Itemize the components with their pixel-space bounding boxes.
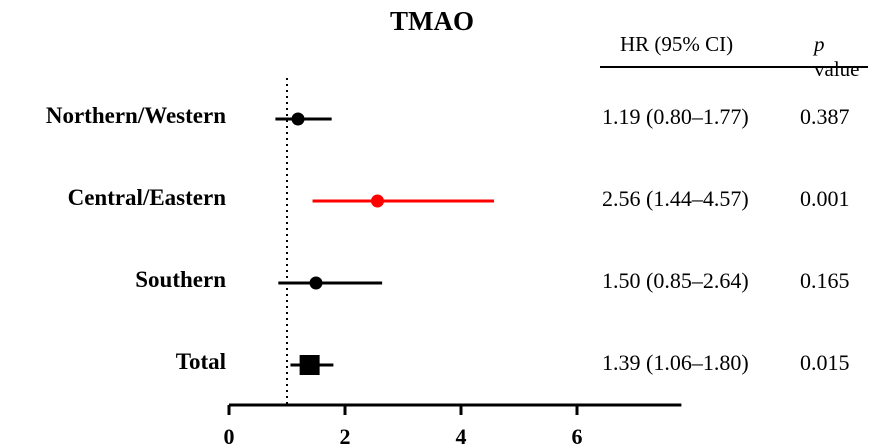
row-label-central-eastern: Central/Eastern bbox=[67, 185, 226, 210]
p-value-total: 0.015 bbox=[800, 350, 850, 375]
p-value-southern: 0.165 bbox=[800, 268, 850, 293]
p-value-northern-western: 0.387 bbox=[800, 104, 850, 129]
x-tick-label-2: 2 bbox=[340, 424, 351, 448]
point-estimate-total bbox=[299, 355, 320, 375]
row-label-total: Total bbox=[175, 349, 226, 374]
p-value-central-eastern: 0.001 bbox=[800, 186, 850, 211]
chart-title: TMAO bbox=[390, 6, 474, 36]
hr-ci-southern: 1.50 (0.85–2.64) bbox=[602, 268, 749, 293]
p-value-word: value bbox=[814, 57, 860, 81]
point-estimate-central-eastern bbox=[370, 194, 384, 208]
header-rule bbox=[600, 66, 868, 68]
row-label-northern-western: Northern/Western bbox=[45, 103, 226, 128]
row-label-southern: Southern bbox=[135, 267, 226, 292]
hr-ci-total: 1.39 (1.06–1.80) bbox=[602, 350, 749, 375]
x-tick-label-0: 0 bbox=[224, 424, 235, 448]
hr-column-header: HR (95% CI) bbox=[620, 32, 734, 56]
x-tick-label-6: 6 bbox=[572, 424, 583, 448]
x-tick-label-4: 4 bbox=[456, 424, 467, 448]
point-estimate-southern bbox=[309, 276, 323, 290]
point-estimate-northern-western bbox=[291, 112, 305, 126]
p-symbol: p bbox=[814, 32, 825, 56]
hr-ci-central-eastern: 2.56 (1.44–4.57) bbox=[602, 186, 749, 211]
p-value-column-header: p value bbox=[814, 32, 873, 82]
hr-ci-northern-western: 1.19 (0.80–1.77) bbox=[602, 104, 749, 129]
